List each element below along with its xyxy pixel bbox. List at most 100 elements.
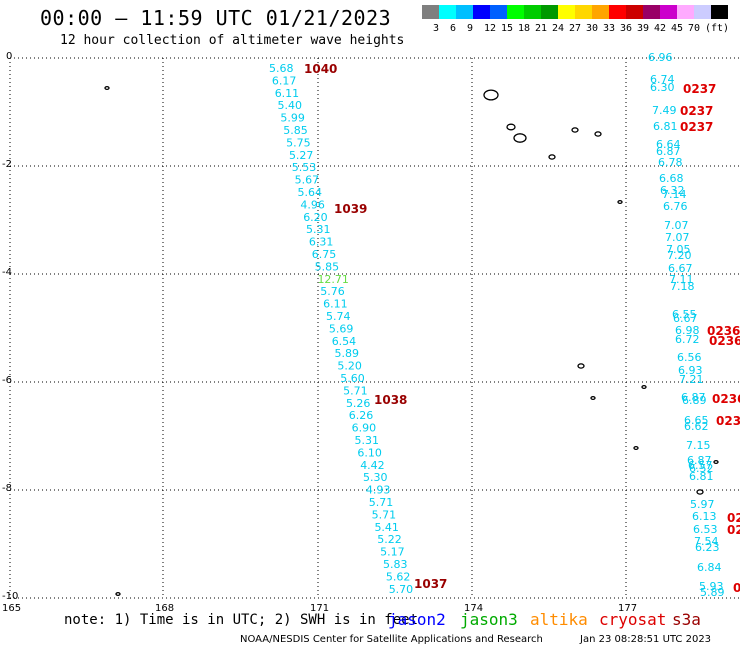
- island: [617, 199, 623, 205]
- wave-height-label: 5.85: [315, 260, 340, 273]
- wave-height-label: 6.11: [323, 298, 348, 311]
- wave-height-label: 7.07: [664, 219, 689, 232]
- scale-swatch: [456, 5, 473, 19]
- lon-tick-label: 171: [310, 603, 329, 614]
- wave-height-label: 4.93: [366, 484, 391, 497]
- satellite-legend-item: altika: [530, 610, 588, 629]
- wave-height-label: 6.10: [357, 446, 382, 459]
- wave-height-label: 7.20: [667, 249, 692, 262]
- wave-height-label: 4.96: [300, 198, 325, 211]
- scale-label: 42: [654, 23, 667, 34]
- wave-height-label: 6.78: [658, 156, 683, 169]
- island: [633, 445, 639, 451]
- scale-swatch: [558, 5, 575, 19]
- wave-height-label: 6.17: [272, 74, 297, 87]
- scale-swatch: [694, 5, 711, 19]
- wave-height-label: 7.05: [666, 243, 691, 256]
- pass-time-label: 1038: [374, 393, 407, 407]
- scale-label: 33: [603, 23, 616, 34]
- pass-time-label: 0237: [680, 120, 713, 134]
- scale-swatch: [422, 5, 439, 19]
- scale-label: (ft): [705, 23, 730, 34]
- wave-height-label: 5.26: [346, 397, 371, 410]
- pass-time-label: 0236: [712, 392, 740, 406]
- wave-height-label: 6.75: [312, 248, 337, 261]
- wave-height-label: 7.18: [670, 280, 695, 293]
- island: [548, 154, 556, 160]
- island: [506, 123, 516, 131]
- island: [594, 131, 602, 137]
- wave-height-label: 5.31: [306, 223, 331, 236]
- wave-height-label: 6.30: [650, 81, 675, 94]
- island: [713, 459, 719, 465]
- scale-swatch: [677, 5, 694, 19]
- pass-time-label: 1039: [334, 202, 367, 216]
- wave-height-label: 6.81: [689, 470, 714, 483]
- lat-tick-label: 0: [6, 51, 12, 62]
- scale-label: 45: [671, 23, 684, 34]
- scale-label: 36: [620, 23, 633, 34]
- lon-tick-label: 165: [2, 603, 21, 614]
- scale-label: 70: [688, 23, 701, 34]
- scale-swatch: [626, 5, 643, 19]
- wave-height-label: 6.74: [650, 73, 675, 86]
- wave-height-label: 6.62: [684, 420, 709, 433]
- wave-height-label: 6.54: [332, 335, 357, 348]
- scale-label: 3: [433, 23, 440, 34]
- wave-height-label: 6.81: [653, 120, 678, 133]
- scale-label: 15: [501, 23, 514, 34]
- wave-height-label: 5.85: [283, 124, 308, 137]
- wave-height-label: 6.11: [275, 87, 300, 100]
- pass-time-label: 0236: [716, 414, 740, 428]
- satellite-legend-item: s3a: [672, 610, 701, 629]
- satellite-legend-item: jason2: [388, 610, 446, 629]
- wave-height-label: 6.67: [668, 262, 693, 275]
- wave-height-label: 6.55: [672, 308, 697, 321]
- wave-height-label: 6.26: [349, 409, 374, 422]
- lon-tick-label: 168: [155, 603, 174, 614]
- satellite-legend-item: cryosat: [599, 610, 667, 629]
- wave-height-label: 6.89: [682, 394, 707, 407]
- wave-height-label: 7.07: [665, 231, 690, 244]
- scale-label: 21: [535, 23, 548, 34]
- scale-label: 6: [450, 23, 457, 34]
- wave-height-label: 6.67: [673, 312, 698, 325]
- wave-height-label: 6.93: [678, 364, 703, 377]
- wave-height-label: 5.97: [690, 498, 715, 511]
- wave-height-label: 5.74: [326, 310, 351, 323]
- wave-height-label: 6.68: [659, 172, 684, 185]
- wave-height-label: 6.87: [681, 391, 706, 404]
- wave-height-label: 12.71: [317, 273, 349, 286]
- scale-label: 24: [552, 23, 565, 34]
- wave-height-label: 5.67: [295, 174, 320, 187]
- lat-tick-label: -4: [2, 267, 12, 278]
- scale-swatch: [439, 5, 456, 19]
- pass-time-label: 0237: [683, 82, 716, 96]
- scale-swatch: [524, 5, 541, 19]
- island: [590, 395, 596, 401]
- wave-height-label: 6.32: [660, 184, 685, 197]
- wave-height-label: 5.68: [269, 62, 294, 75]
- wave-height-label: 6.87: [687, 454, 712, 467]
- island: [696, 489, 704, 495]
- footer-note: note: 1) Time is in UTC; 2) SWH is in fe…: [64, 612, 419, 628]
- pass-time-label: 0: [733, 581, 740, 595]
- wave-height-label: 6.53: [693, 523, 718, 536]
- scale-swatch: [609, 5, 626, 19]
- wave-height-label: 5.30: [363, 471, 388, 484]
- wave-height-label: 7.11: [669, 273, 694, 286]
- island: [571, 127, 579, 133]
- lat-tick-label: -10: [2, 591, 18, 602]
- pass-time-label: 0236: [709, 334, 740, 348]
- island: [115, 591, 121, 597]
- wave-height-label: 5.69: [329, 322, 354, 335]
- wave-height-label: 6.64: [656, 138, 681, 151]
- wave-height-label: 6.98: [675, 324, 700, 337]
- wave-height-label: 5.89: [335, 347, 360, 360]
- wave-height-label: 6.84: [697, 561, 722, 574]
- wave-height-label: 5.70: [389, 583, 414, 596]
- lat-tick-label: -6: [2, 375, 12, 386]
- wave-height-label: 5.75: [286, 136, 311, 149]
- wave-height-label: 6.52: [689, 462, 714, 475]
